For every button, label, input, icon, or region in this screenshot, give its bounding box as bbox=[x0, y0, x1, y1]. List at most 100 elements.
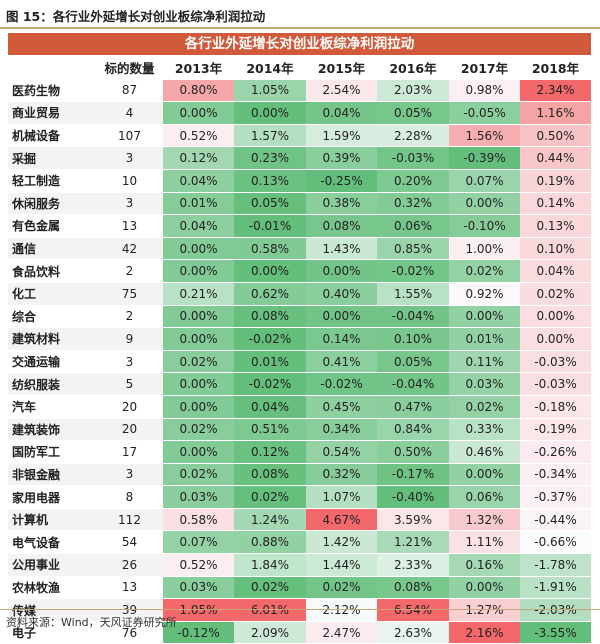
value-cell: 0.46% bbox=[449, 440, 520, 464]
table-row: 国防军工 17 0.00% 0.12% 0.54% 0.50% 0.46% -0.26% bbox=[8, 440, 591, 464]
value-cell: 2.16% bbox=[449, 621, 520, 644]
target-count: 5 bbox=[96, 372, 163, 396]
value-cell: 0.00% bbox=[520, 327, 591, 351]
value-cell: 0.10% bbox=[520, 237, 591, 261]
value-cell: 0.02% bbox=[306, 576, 377, 600]
value-cell: -0.04% bbox=[377, 305, 449, 329]
target-count: 112 bbox=[96, 508, 163, 532]
target-count: 87 bbox=[96, 79, 163, 103]
value-cell: -0.02% bbox=[234, 327, 306, 351]
header-year: 2015年 bbox=[306, 57, 377, 80]
value-cell: 0.45% bbox=[306, 395, 377, 419]
header-year: 2014年 bbox=[234, 57, 306, 80]
target-count: 2 bbox=[96, 305, 163, 329]
table-row: 化工 75 0.21% 0.62% 0.40% 1.55% 0.92% 0.02% bbox=[8, 282, 591, 306]
value-cell: 0.51% bbox=[234, 418, 306, 442]
target-count: 20 bbox=[96, 418, 163, 442]
value-cell: 2.12% bbox=[306, 598, 377, 622]
value-cell: 0.23% bbox=[234, 146, 306, 170]
value-cell: 0.00% bbox=[306, 259, 377, 283]
industry-name: 家用电器 bbox=[8, 485, 96, 509]
heatmap-table: 标的数量 2013年 2014年 2015年 2016年 2017年 2018年 医药生物 8… bbox=[8, 57, 591, 644]
table-row: 家用电器 8 0.03% 0.02% 1.07% -0.40% 0.06% -0.37% bbox=[8, 485, 591, 509]
value-cell: 0.58% bbox=[163, 508, 234, 532]
value-cell: 0.07% bbox=[449, 169, 520, 193]
value-cell: 2.33% bbox=[377, 553, 449, 577]
value-cell: 0.10% bbox=[377, 327, 449, 351]
table-row: 采掘 3 0.12% 0.23% 0.39% -0.03% -0.39% 0.44% bbox=[8, 146, 591, 170]
value-cell: 0.58% bbox=[234, 237, 306, 261]
value-cell: 0.02% bbox=[163, 350, 234, 374]
industry-name: 化工 bbox=[8, 282, 96, 306]
value-cell: 1.42% bbox=[306, 530, 377, 555]
industry-name: 建筑材料 bbox=[8, 327, 96, 351]
value-cell: 1.05% bbox=[234, 79, 306, 103]
value-cell: 0.00% bbox=[234, 101, 306, 125]
value-cell: -0.10% bbox=[449, 214, 520, 238]
value-cell: 0.52% bbox=[163, 124, 234, 148]
figure-title: 图 15：各行业外延增长对创业板综净利润拉动 bbox=[6, 9, 266, 24]
table-row: 医药生物 87 0.80% 1.05% 2.54% 2.03% 0.98% 2.34% bbox=[8, 79, 591, 103]
value-cell: 2.03% bbox=[377, 79, 449, 103]
value-cell: 0.00% bbox=[163, 395, 234, 419]
industry-name: 汽车 bbox=[8, 395, 96, 419]
value-cell: 0.03% bbox=[449, 372, 520, 396]
value-cell: 1.05% bbox=[163, 598, 234, 622]
value-cell: 0.32% bbox=[377, 192, 449, 216]
target-count: 17 bbox=[96, 440, 163, 464]
value-cell: 1.44% bbox=[306, 553, 377, 577]
value-cell: 0.08% bbox=[234, 305, 306, 329]
value-cell: 0.54% bbox=[306, 440, 377, 464]
value-cell: 0.05% bbox=[377, 101, 449, 125]
value-cell: 0.00% bbox=[520, 305, 591, 329]
value-cell: 1.07% bbox=[306, 485, 377, 509]
industry-name: 轻工制造 bbox=[8, 169, 96, 193]
value-cell: 0.00% bbox=[163, 101, 234, 125]
value-cell: 0.00% bbox=[306, 305, 377, 329]
value-cell: 2.63% bbox=[377, 621, 449, 644]
table-row: 传媒 39 1.05% 6.01% 2.12% 6.54% 1.27% -2.03% bbox=[8, 598, 591, 622]
value-cell: 0.44% bbox=[520, 146, 591, 170]
value-cell: 0.06% bbox=[449, 485, 520, 509]
value-cell: 1.43% bbox=[306, 237, 377, 261]
value-cell: -0.02% bbox=[306, 372, 377, 396]
industry-name: 食品饮料 bbox=[8, 259, 96, 283]
value-cell: 0.92% bbox=[449, 282, 520, 306]
value-cell: 0.05% bbox=[377, 350, 449, 374]
value-cell: 0.02% bbox=[163, 463, 234, 487]
value-cell: 0.07% bbox=[163, 530, 234, 555]
table-row: 商业贸易 4 0.00% 0.00% 0.04% 0.05% -0.05% 1.16% bbox=[8, 101, 591, 125]
value-cell: 0.20% bbox=[377, 169, 449, 193]
header-count: 标的数量 bbox=[96, 57, 163, 80]
header-row: 标的数量 2013年 2014年 2015年 2016年 2017年 2018年 bbox=[8, 57, 591, 80]
value-cell: 2.47% bbox=[306, 621, 377, 644]
value-cell: 0.01% bbox=[449, 327, 520, 351]
table-row: 纺织服装 5 0.00% -0.02% -0.02% -0.04% 0.03% -0.03% bbox=[8, 372, 591, 396]
value-cell: -0.37% bbox=[520, 485, 591, 509]
table-row: 综合 2 0.00% 0.08% 0.00% -0.04% 0.00% 0.00% bbox=[8, 305, 591, 329]
value-cell: 0.04% bbox=[234, 395, 306, 419]
value-cell: -0.02% bbox=[377, 259, 449, 283]
value-cell: 1.56% bbox=[449, 124, 520, 148]
value-cell: -0.40% bbox=[377, 485, 449, 509]
value-cell: 0.04% bbox=[520, 259, 591, 283]
value-cell: -0.17% bbox=[377, 463, 449, 487]
bottom-rule bbox=[0, 609, 600, 610]
value-cell: 0.06% bbox=[377, 214, 449, 238]
value-cell: -0.05% bbox=[449, 101, 520, 125]
industry-name: 商业贸易 bbox=[8, 101, 96, 125]
value-cell: 1.11% bbox=[449, 530, 520, 555]
value-cell: 0.21% bbox=[163, 282, 234, 306]
value-cell: 0.16% bbox=[449, 553, 520, 577]
value-cell: 1.84% bbox=[234, 553, 306, 577]
value-cell: 0.02% bbox=[449, 259, 520, 283]
value-cell: 0.04% bbox=[163, 214, 234, 238]
value-cell: -0.39% bbox=[449, 146, 520, 170]
industry-name: 国防军工 bbox=[8, 440, 96, 464]
title-rule bbox=[0, 27, 600, 29]
value-cell: 0.13% bbox=[520, 214, 591, 238]
value-cell: 0.84% bbox=[377, 418, 449, 442]
industry-name: 有色金属 bbox=[8, 214, 96, 238]
value-cell: 0.00% bbox=[234, 259, 306, 283]
value-cell: -0.18% bbox=[520, 395, 591, 419]
